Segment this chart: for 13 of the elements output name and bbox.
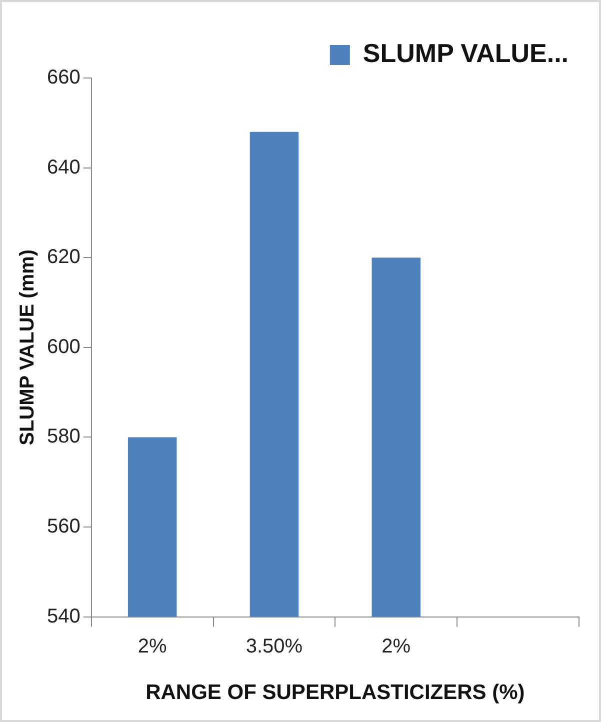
y-tick-label: 560 bbox=[46, 516, 80, 538]
x-tick-label: 2% bbox=[138, 635, 167, 658]
y-tick-label: 580 bbox=[46, 426, 80, 448]
x-tick-label: 3.50% bbox=[246, 635, 303, 658]
x-tick-label: 2% bbox=[382, 635, 411, 658]
y-axis-title: SLUMP VALUE (mm) bbox=[16, 249, 39, 446]
legend-label: SLUMP VALUE... bbox=[362, 38, 569, 68]
y-tick-label: 660 bbox=[46, 66, 80, 89]
y-tick-label: 640 bbox=[46, 156, 80, 178]
y-tick-label: 620 bbox=[46, 246, 80, 268]
y-tick-label: 600 bbox=[46, 336, 80, 358]
y-tick-label: 540 bbox=[46, 605, 80, 628]
x-axis-title: RANGE OF SUPERPLASTICIZERS (%) bbox=[146, 681, 525, 704]
